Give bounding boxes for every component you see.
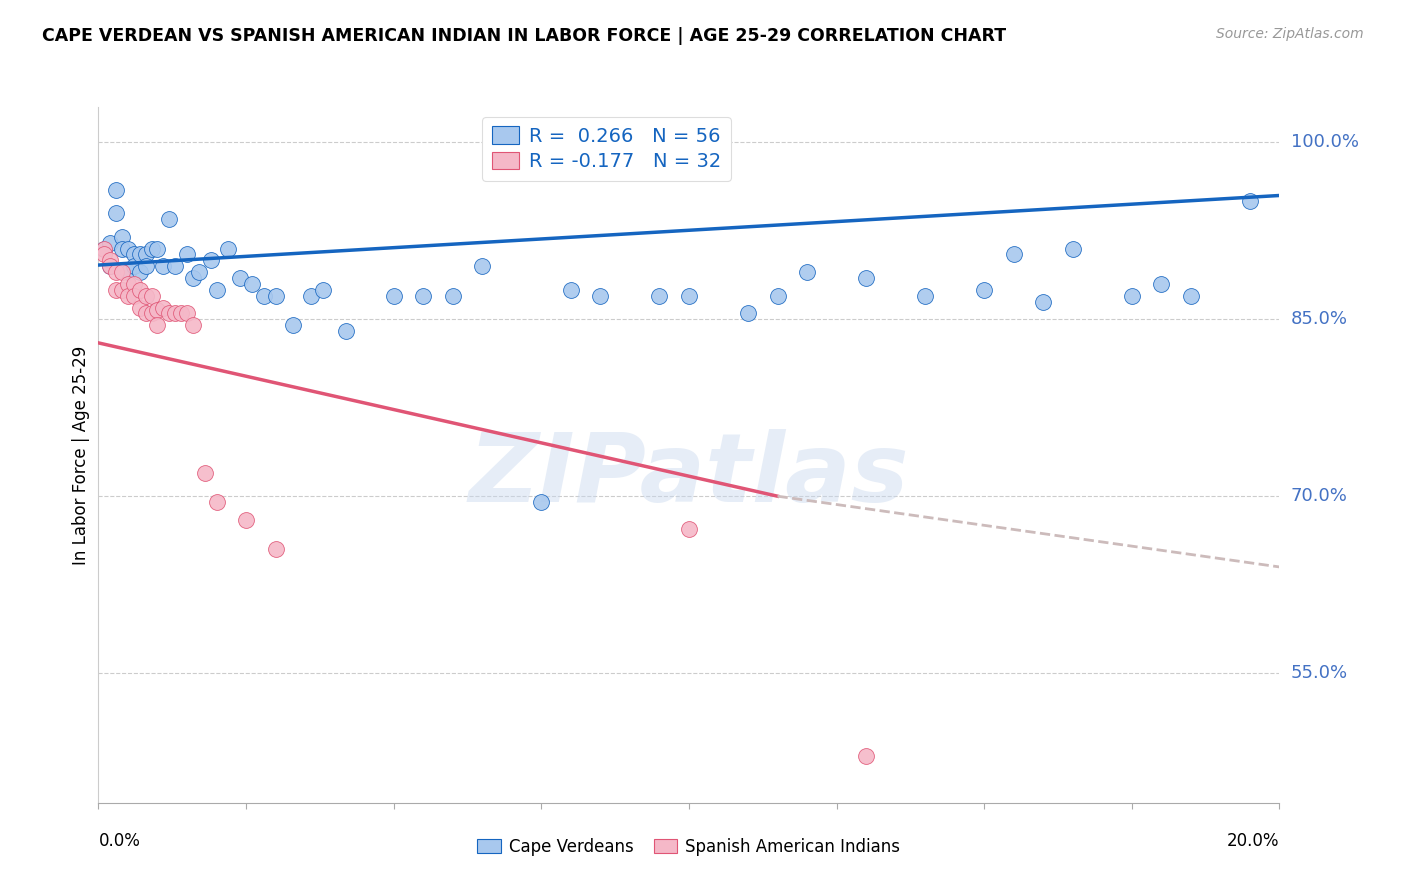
- Point: [111, 229, 134, 244]
- Point: [165, 259, 187, 273]
- Point: [128, 283, 150, 297]
- Point: [240, 277, 263, 291]
- Point: [1121, 289, 1143, 303]
- Point: [135, 289, 157, 303]
- Point: [128, 301, 150, 315]
- Point: [914, 289, 936, 303]
- Point: [105, 183, 128, 197]
- Point: [122, 277, 145, 291]
- Point: [98, 259, 121, 273]
- Point: [181, 271, 204, 285]
- Point: [335, 324, 357, 338]
- Point: [176, 306, 198, 320]
- Point: [98, 235, 121, 250]
- Point: [152, 259, 174, 273]
- Point: [678, 522, 700, 536]
- Point: [165, 306, 187, 320]
- Point: [1150, 277, 1173, 291]
- Point: [194, 466, 217, 480]
- Point: [170, 306, 193, 320]
- Point: [117, 277, 139, 291]
- Point: [678, 289, 700, 303]
- Legend: Cape Verdeans, Spanish American Indians: Cape Verdeans, Spanish American Indians: [470, 830, 908, 864]
- Point: [93, 242, 115, 256]
- Point: [117, 242, 139, 256]
- Text: 100.0%: 100.0%: [1291, 134, 1358, 152]
- Point: [235, 513, 257, 527]
- Point: [589, 289, 612, 303]
- Text: 55.0%: 55.0%: [1291, 664, 1348, 682]
- Point: [796, 265, 818, 279]
- Point: [117, 265, 139, 279]
- Point: [264, 542, 287, 557]
- Point: [530, 495, 553, 509]
- Point: [111, 242, 134, 256]
- Point: [855, 748, 877, 763]
- Text: CAPE VERDEAN VS SPANISH AMERICAN INDIAN IN LABOR FORCE | AGE 25-29 CORRELATION C: CAPE VERDEAN VS SPANISH AMERICAN INDIAN …: [42, 27, 1007, 45]
- Point: [187, 265, 209, 279]
- Point: [176, 247, 198, 261]
- Point: [560, 283, 582, 297]
- Point: [122, 289, 145, 303]
- Text: Source: ZipAtlas.com: Source: ZipAtlas.com: [1216, 27, 1364, 41]
- Point: [105, 283, 128, 297]
- Point: [973, 283, 995, 297]
- Point: [146, 242, 169, 256]
- Point: [312, 283, 335, 297]
- Point: [152, 301, 174, 315]
- Point: [412, 289, 434, 303]
- Point: [117, 289, 139, 303]
- Point: [128, 247, 150, 261]
- Point: [253, 289, 276, 303]
- Point: [157, 306, 180, 320]
- Y-axis label: In Labor Force | Age 25-29: In Labor Force | Age 25-29: [72, 345, 90, 565]
- Point: [648, 289, 671, 303]
- Point: [111, 265, 134, 279]
- Point: [229, 271, 252, 285]
- Point: [382, 289, 405, 303]
- Point: [93, 242, 115, 256]
- Point: [1062, 242, 1084, 256]
- Point: [135, 247, 157, 261]
- Point: [1239, 194, 1261, 209]
- Point: [122, 247, 145, 261]
- Point: [141, 289, 163, 303]
- Point: [122, 259, 145, 273]
- Point: [105, 206, 128, 220]
- Point: [1002, 247, 1025, 261]
- Point: [93, 247, 115, 261]
- Point: [855, 271, 877, 285]
- Point: [205, 283, 228, 297]
- Point: [141, 242, 163, 256]
- Point: [441, 289, 464, 303]
- Point: [200, 253, 222, 268]
- Point: [135, 259, 157, 273]
- Point: [98, 253, 121, 268]
- Point: [111, 283, 134, 297]
- Point: [737, 306, 759, 320]
- Point: [264, 289, 287, 303]
- Point: [128, 265, 150, 279]
- Text: ZIPatlas: ZIPatlas: [468, 429, 910, 523]
- Point: [98, 259, 121, 273]
- Point: [105, 265, 128, 279]
- Text: 70.0%: 70.0%: [1291, 487, 1347, 505]
- Text: 20.0%: 20.0%: [1227, 832, 1279, 850]
- Point: [283, 318, 305, 333]
- Point: [135, 306, 157, 320]
- Point: [205, 495, 228, 509]
- Point: [146, 318, 169, 333]
- Point: [1180, 289, 1202, 303]
- Point: [471, 259, 494, 273]
- Point: [766, 289, 789, 303]
- Text: 85.0%: 85.0%: [1291, 310, 1347, 328]
- Point: [181, 318, 204, 333]
- Point: [1032, 294, 1054, 309]
- Point: [299, 289, 322, 303]
- Text: 0.0%: 0.0%: [98, 832, 141, 850]
- Point: [146, 302, 169, 317]
- Point: [217, 242, 239, 256]
- Point: [141, 306, 163, 320]
- Point: [157, 212, 180, 227]
